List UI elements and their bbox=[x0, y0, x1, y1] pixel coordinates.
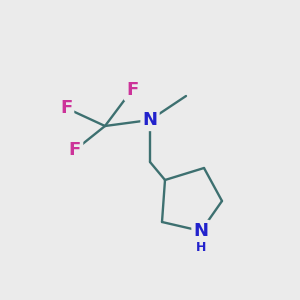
Text: F: F bbox=[126, 81, 138, 99]
Text: N: N bbox=[142, 111, 158, 129]
Text: F: F bbox=[69, 141, 81, 159]
Text: H: H bbox=[196, 241, 206, 254]
Text: F: F bbox=[60, 99, 72, 117]
Text: N: N bbox=[194, 222, 208, 240]
